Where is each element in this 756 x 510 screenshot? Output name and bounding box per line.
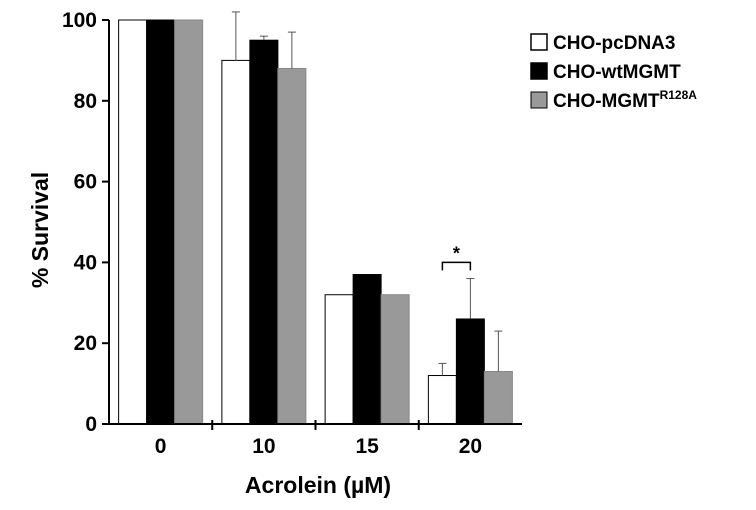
x-tick-label-15: 15 xyxy=(355,435,379,458)
y-tick-label-100: 100 xyxy=(62,9,97,32)
x-tick-label-0: 0 xyxy=(155,435,167,458)
x-ticks-layer: 0 10 15 20 xyxy=(155,420,482,458)
significance-star-0: * xyxy=(453,243,460,263)
legend-swatch-cho-wtmgmt xyxy=(530,62,548,80)
bar-cho-mgmt-20 xyxy=(483,370,513,425)
legend: CHO-pcDNA3 CHO-wtMGMT CHO-MGMTR128A xyxy=(530,33,697,112)
x-tick-label-10: 10 xyxy=(252,435,275,458)
legend-label-superscript: R128A xyxy=(660,88,698,102)
bar-cho-wtmgmt-20 xyxy=(455,318,485,425)
y-ticks-layer: 0 20 40 60 80 100 xyxy=(62,9,109,436)
legend-swatch-cho-pcdna3 xyxy=(530,33,548,51)
bar-cho-mgmt-10 xyxy=(277,67,307,425)
y-axis-label: % Survival xyxy=(27,172,53,288)
bar-cho-mgmt-0 xyxy=(174,19,204,425)
y-tick-label-40: 40 xyxy=(74,251,97,274)
bar-cho-wtmgmt-10 xyxy=(249,39,279,425)
bars-layer xyxy=(118,19,513,425)
legend-label-cho-mgmt-r128a: CHO-MGMTR128A xyxy=(553,88,697,112)
bar-cho-mgmt-15 xyxy=(380,294,410,425)
bar-cho-wtmgmt-15 xyxy=(352,274,382,425)
annotations-layer: * xyxy=(441,243,472,271)
y-tick-label-80: 80 xyxy=(74,90,97,113)
significance-bracket-0 xyxy=(441,261,472,271)
x-tick-label-20: 20 xyxy=(459,435,482,458)
x-axis-label: Acrolein (µM) xyxy=(245,472,391,498)
legend-label-cho-pcdna3: CHO-pcDNA3 xyxy=(553,33,675,54)
legend-label-base: CHO-MGMT xyxy=(553,91,660,112)
legend-swatch-cho-mgmt-r128a xyxy=(530,91,548,109)
bar-cho-wtmgmt-0 xyxy=(146,19,176,425)
error-bars-layer xyxy=(231,11,503,376)
bar-cho-pcdna3-10 xyxy=(221,59,251,425)
y-tick-label-20: 20 xyxy=(74,332,97,355)
bar-cho-pcdna3-15 xyxy=(324,294,354,425)
bar-cho-pcdna3-20 xyxy=(427,375,457,425)
y-tick-label-0: 0 xyxy=(85,413,97,436)
bar-cho-pcdna3-0 xyxy=(118,19,148,425)
y-tick-label-60: 60 xyxy=(74,171,97,194)
legend-label-cho-wtmgmt: CHO-wtMGMT xyxy=(553,62,681,83)
